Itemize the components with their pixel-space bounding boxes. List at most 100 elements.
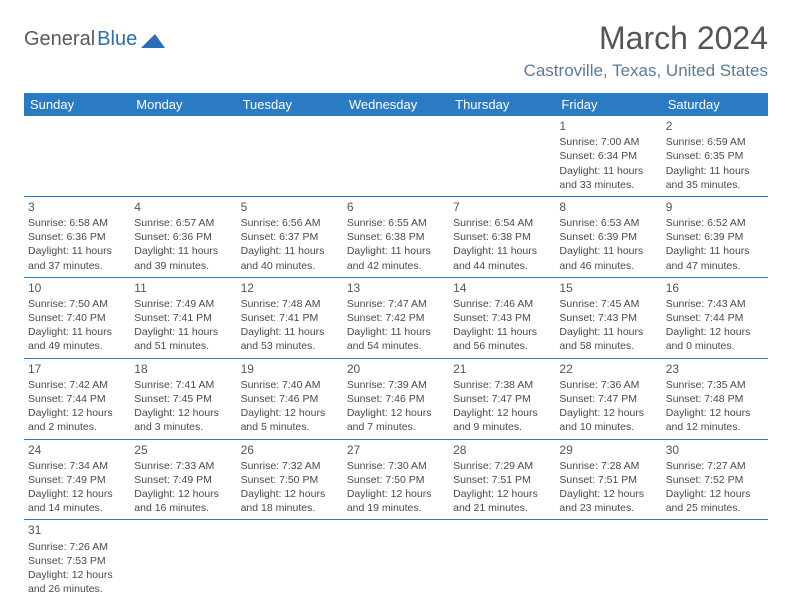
day-info-line: Daylight: 11 hours — [28, 244, 126, 258]
day-header: Saturday — [662, 93, 768, 116]
day-info-line: Sunset: 7:45 PM — [134, 392, 232, 406]
calendar-day-cell — [555, 520, 661, 600]
day-info-line: Sunrise: 7:29 AM — [453, 459, 551, 473]
day-info-line: Sunset: 6:39 PM — [666, 230, 764, 244]
day-info-line: and 39 minutes. — [134, 259, 232, 273]
day-number: 5 — [241, 199, 339, 215]
calendar-day-cell — [662, 520, 768, 600]
day-info-line: Sunset: 6:35 PM — [666, 149, 764, 163]
day-info-line: Sunset: 7:51 PM — [559, 473, 657, 487]
day-info-line: Sunrise: 7:28 AM — [559, 459, 657, 473]
day-number: 31 — [28, 522, 126, 538]
calendar-day-cell: 11Sunrise: 7:49 AMSunset: 7:41 PMDayligh… — [130, 277, 236, 358]
day-number: 11 — [134, 280, 232, 296]
day-info-line: and 51 minutes. — [134, 339, 232, 353]
day-number: 7 — [453, 199, 551, 215]
day-info-line: Sunrise: 6:59 AM — [666, 135, 764, 149]
day-info-line: Sunset: 7:52 PM — [666, 473, 764, 487]
day-info-line: Daylight: 11 hours — [453, 325, 551, 339]
day-number: 10 — [28, 280, 126, 296]
day-number: 24 — [28, 442, 126, 458]
day-info-line: Sunrise: 7:42 AM — [28, 378, 126, 392]
day-info-line: Sunrise: 7:50 AM — [28, 297, 126, 311]
day-info-line: Sunrise: 7:26 AM — [28, 540, 126, 554]
day-info-line: Daylight: 12 hours — [28, 568, 126, 582]
calendar-day-cell — [343, 520, 449, 600]
day-info-line: Daylight: 11 hours — [28, 325, 126, 339]
day-info-line: Sunset: 7:46 PM — [241, 392, 339, 406]
logo-text-2: Blue — [97, 28, 137, 51]
calendar-day-cell: 5Sunrise: 6:56 AMSunset: 6:37 PMDaylight… — [237, 196, 343, 277]
day-info-line: and 56 minutes. — [453, 339, 551, 353]
day-number: 21 — [453, 361, 551, 377]
day-info-line: and 46 minutes. — [559, 259, 657, 273]
calendar-day-cell: 31 Sunrise: 7:26 AMSunset: 7:53 PMDayligh… — [24, 520, 130, 600]
calendar-day-cell: 22Sunrise: 7:36 AMSunset: 7:47 PMDayligh… — [555, 358, 661, 439]
calendar-day-cell: 13Sunrise: 7:47 AMSunset: 7:42 PMDayligh… — [343, 277, 449, 358]
day-header: Friday — [555, 93, 661, 116]
day-info-line: Daylight: 12 hours — [241, 487, 339, 501]
day-number: 30 — [666, 442, 764, 458]
day-info-line: Sunrise: 6:58 AM — [28, 216, 126, 230]
day-info-line: Sunrise: 7:47 AM — [347, 297, 445, 311]
calendar-day-cell: 4Sunrise: 6:57 AMSunset: 6:36 PMDaylight… — [130, 196, 236, 277]
day-info-line: and 3 minutes. — [134, 420, 232, 434]
day-info-line: Daylight: 11 hours — [134, 244, 232, 258]
day-info-line: and 18 minutes. — [241, 501, 339, 515]
day-info-line: and 21 minutes. — [453, 501, 551, 515]
day-info-line: Sunrise: 6:56 AM — [241, 216, 339, 230]
day-info-line: and 58 minutes. — [559, 339, 657, 353]
day-info-line: Sunrise: 6:52 AM — [666, 216, 764, 230]
calendar-day-cell: 6Sunrise: 6:55 AMSunset: 6:38 PMDaylight… — [343, 196, 449, 277]
day-number: 25 — [134, 442, 232, 458]
day-info-line: Sunrise: 6:54 AM — [453, 216, 551, 230]
day-info-line: Sunset: 7:40 PM — [28, 311, 126, 325]
title-block: March 2024 Castroville, Texas, United St… — [524, 20, 768, 81]
calendar-week-row: 1Sunrise: 7:00 AMSunset: 6:34 PMDaylight… — [24, 116, 768, 196]
day-info-line: Sunset: 7:49 PM — [134, 473, 232, 487]
day-info-line: and 25 minutes. — [666, 501, 764, 515]
day-info-line: and 26 minutes. — [28, 582, 126, 596]
day-number: 22 — [559, 361, 657, 377]
calendar-day-cell — [24, 116, 130, 196]
day-info-line: and 53 minutes. — [241, 339, 339, 353]
logo-text-1: General — [24, 28, 95, 51]
day-info-line: Daylight: 12 hours — [347, 406, 445, 420]
day-number: 23 — [666, 361, 764, 377]
day-info-line: and 7 minutes. — [347, 420, 445, 434]
calendar-day-cell — [449, 116, 555, 196]
day-info-line: Daylight: 11 hours — [134, 325, 232, 339]
day-info-line: Sunset: 6:34 PM — [559, 149, 657, 163]
day-info-line: Sunset: 7:49 PM — [28, 473, 126, 487]
calendar-day-cell: 16Sunrise: 7:43 AMSunset: 7:44 PMDayligh… — [662, 277, 768, 358]
day-info-line: Sunrise: 6:55 AM — [347, 216, 445, 230]
day-number: 8 — [559, 199, 657, 215]
header: GeneralBlue March 2024 Castroville, Texa… — [24, 20, 768, 81]
day-info-line: Daylight: 12 hours — [666, 325, 764, 339]
calendar-week-row: 31 Sunrise: 7:26 AMSunset: 7:53 PMDayligh… — [24, 520, 768, 600]
calendar-week-row: 10Sunrise: 7:50 AMSunset: 7:40 PMDayligh… — [24, 277, 768, 358]
day-info-line: Sunset: 7:53 PM — [28, 554, 126, 568]
day-info-line: and 5 minutes. — [241, 420, 339, 434]
day-number: 20 — [347, 361, 445, 377]
day-info-line: Sunset: 6:38 PM — [347, 230, 445, 244]
calendar-header-row: SundayMondayTuesdayWednesdayThursdayFrid… — [24, 93, 768, 116]
day-header: Monday — [130, 93, 236, 116]
day-info-line: Daylight: 12 hours — [559, 487, 657, 501]
day-info-line: Sunset: 7:43 PM — [559, 311, 657, 325]
day-info-line: and 40 minutes. — [241, 259, 339, 273]
calendar-day-cell: 9Sunrise: 6:52 AMSunset: 6:39 PMDaylight… — [662, 196, 768, 277]
calendar-day-cell — [343, 116, 449, 196]
day-info-line: and 54 minutes. — [347, 339, 445, 353]
calendar-day-cell: 28Sunrise: 7:29 AMSunset: 7:51 PMDayligh… — [449, 439, 555, 520]
day-info-line: and 16 minutes. — [134, 501, 232, 515]
page-title: March 2024 — [524, 20, 768, 57]
day-info-line: Daylight: 12 hours — [28, 487, 126, 501]
day-info-line: Daylight: 12 hours — [559, 406, 657, 420]
day-info-line: Sunset: 7:46 PM — [347, 392, 445, 406]
day-info-line: Daylight: 12 hours — [28, 406, 126, 420]
day-info-line: Sunrise: 7:32 AM — [241, 459, 339, 473]
day-info-line: Daylight: 12 hours — [453, 487, 551, 501]
logo: GeneralBlue — [24, 28, 165, 51]
day-info-line: Sunset: 7:47 PM — [559, 392, 657, 406]
